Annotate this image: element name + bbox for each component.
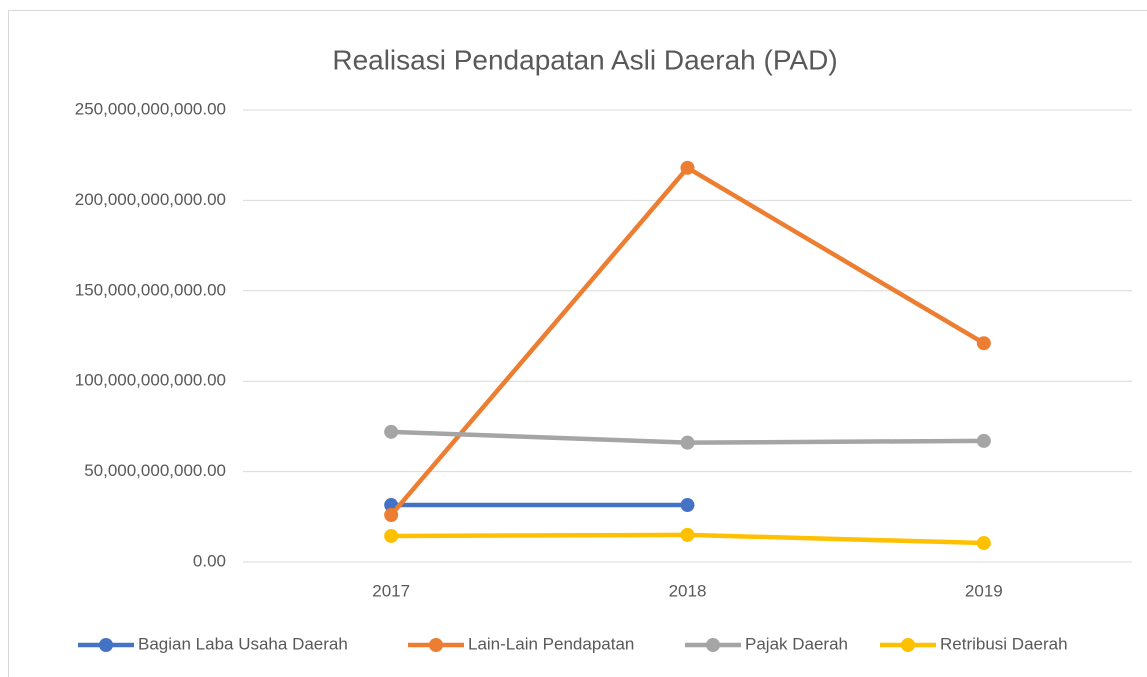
- series-marker: [680, 160, 695, 175]
- series-marker: [680, 498, 695, 513]
- x-tick-label: 2019: [965, 581, 1003, 600]
- chart-title: Realisasi Pendapatan Asli Daerah (PAD): [332, 44, 837, 75]
- legend-label: Retribusi Daerah: [940, 634, 1068, 653]
- legend-label: Bagian Laba Usaha Daerah: [138, 634, 348, 653]
- series-marker: [976, 433, 991, 448]
- y-tick-label: 150,000,000,000.00: [75, 280, 226, 299]
- series-marker: [976, 336, 991, 351]
- series-marker: [680, 527, 695, 542]
- series-marker: [976, 536, 991, 551]
- series-marker: [384, 507, 399, 522]
- legend-marker: [429, 638, 443, 652]
- y-tick-label: 0.00: [193, 551, 226, 570]
- legend-marker: [706, 638, 720, 652]
- y-tick-label: 200,000,000,000.00: [75, 190, 226, 209]
- chart-border: [8, 10, 1147, 677]
- x-tick-label: 2018: [669, 581, 707, 600]
- legend-label: Pajak Daerah: [745, 634, 848, 653]
- series-marker: [384, 528, 399, 543]
- series-marker: [680, 435, 695, 450]
- series-marker: [384, 424, 399, 439]
- legend-marker: [99, 638, 113, 652]
- y-tick-label: 100,000,000,000.00: [75, 371, 226, 390]
- y-tick-label: 250,000,000,000.00: [75, 99, 226, 118]
- x-tick-label: 2017: [372, 581, 410, 600]
- legend-marker: [901, 638, 915, 652]
- y-tick-label: 50,000,000,000.00: [84, 461, 226, 480]
- legend-label: Lain-Lain Pendapatan: [468, 634, 634, 653]
